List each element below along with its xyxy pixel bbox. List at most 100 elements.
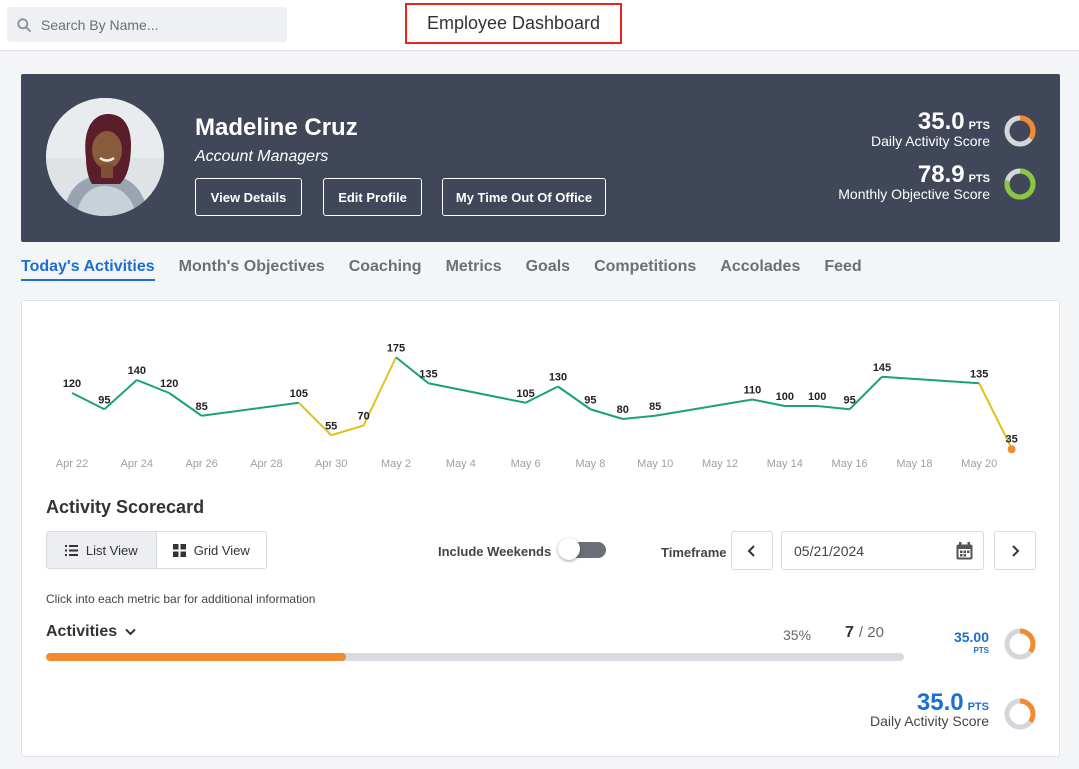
chart-x-tick-label: May 16 [832,458,868,470]
grid-view-button[interactable]: Grid View [157,532,267,568]
chart-x-tick-label: May 12 [702,458,738,470]
chart-line-segment [557,385,591,411]
scorecard-title: Activity Scorecard [46,497,205,517]
chart-x-tick-label: Apr 22 [56,458,88,470]
chart-x-tick-label: Apr 28 [250,458,282,470]
chart-current-point[interactable] [1007,445,1016,454]
chart-line-segment [978,382,1013,449]
monthly-score-value: 78.9 [917,161,965,188]
activities-points: 35.00 PTS [954,629,989,655]
daily-score-label: Daily Activity Score [870,133,990,149]
include-weekends-toggle[interactable] [558,538,606,560]
search-box[interactable] [7,7,287,42]
previous-date-button[interactable] [731,531,773,570]
chart-data-label: 145 [873,362,891,374]
next-date-button[interactable] [994,531,1036,570]
date-picker[interactable] [781,531,984,570]
list-view-button[interactable]: List View [47,532,157,568]
chart-data-label: 70 [357,411,369,423]
chart-data-label: 95 [843,394,855,406]
monthly-score-ring [1004,168,1036,200]
chart-line-segment [298,402,332,436]
chart-x-tick-label: Apr 24 [121,458,153,470]
chart-x-tick-label: May 4 [446,458,476,470]
chart-data-label: 140 [128,365,146,377]
chart-data-label: 105 [290,388,308,400]
include-weekends-label: Include Weekends [438,544,552,559]
chart-line-segment [752,398,785,407]
ring-progress [1004,628,1036,660]
ring-progress [1004,115,1036,147]
profile-header: Madeline Cruz Account Managers View Deta… [21,74,1060,242]
chart-x-tick-label: May 10 [637,458,673,470]
summary-ring [1004,698,1036,730]
chevron-down-icon[interactable] [125,628,136,636]
activities-done: 7 [845,624,854,641]
tab-competitions[interactable]: Competitions [594,258,697,275]
chart-line-segment [655,398,753,417]
chart-data-label: 80 [617,404,629,416]
daily-score-value: 35.0 [917,108,965,135]
list-icon [64,544,78,556]
daily-activity-summary: 35.0 PTS Daily Activity Score [870,689,989,729]
chart-line-segment [330,424,364,437]
chart-line-segment [622,414,656,420]
tab-feed[interactable]: Feed [824,258,862,275]
daily-score-ring [1004,115,1036,147]
activities-header[interactable]: Activities [46,623,136,641]
list-view-label: List View [85,542,138,558]
chart-line-segment [525,385,559,404]
chart-x-tick-label: Apr 30 [315,458,347,470]
chart-data-label: 175 [387,342,405,354]
chart-data-label: 120 [63,378,81,390]
activities-label: Activities [46,623,118,640]
chart-data-label: 110 [744,385,762,397]
tab-month-s-objectives[interactable]: Month's Objectives [178,258,325,275]
activities-card: 120 95 140 120 85 105 55 70 175 135 105 130 95 80 85 11… [21,300,1060,757]
date-input[interactable] [792,541,946,560]
chart-x-tick-label: Apr 26 [185,458,217,470]
activities-progress-fill [46,653,347,661]
activities-total: / 20 [858,624,884,641]
monthly-score-label: Monthly Objective Score [838,186,990,202]
calendar-icon[interactable] [956,541,973,560]
chart-data-label: 85 [649,401,661,413]
chart-x-tick-label: May 20 [961,458,997,470]
activities-points-unit: PTS [973,646,989,655]
activities-percent: 35% [783,627,812,643]
time-out-of-office-button[interactable]: My Time Out Of Office [442,178,606,216]
daily-activity-score: 35.0 PTS Daily Activity Score [871,108,990,149]
chart-data-label: 100 [776,391,794,403]
chart-line-segment [590,408,624,420]
avatar [46,98,164,216]
tab-metrics[interactable]: Metrics [445,258,502,275]
view-details-button[interactable]: View Details [195,178,302,216]
toggle-knob [558,538,580,560]
monthly-score-unit: PTS [968,173,990,185]
chart-data-label: 135 [419,368,437,380]
search-icon [17,17,31,32]
view-toggle: List View Grid View [46,531,267,569]
tab-goals[interactable]: Goals [525,258,571,275]
employee-role: Account Managers [195,148,329,165]
chart-data-label: 95 [584,394,596,406]
chart-x-tick-label: May 6 [511,458,541,470]
employee-name: Madeline Cruz [195,114,358,141]
edit-profile-button[interactable]: Edit Profile [323,178,422,216]
tab-today-s-activities[interactable]: Today's Activities [21,258,155,281]
activities-progress-bar[interactable] [46,653,904,661]
tab-coaching[interactable]: Coaching [348,258,422,275]
metric-hint: Click into each metric bar for additiona… [46,592,316,606]
activities-ring [1004,628,1036,660]
monthly-objective-score: 78.9 PTS Monthly Objective Score [838,161,990,202]
top-bar: Employee Dashboard [0,0,1079,51]
chart-line-segment [881,375,980,385]
chart-data-label: 55 [325,420,337,432]
chevron-right-icon [1012,544,1020,557]
chart-data-label: 35 [1005,433,1017,445]
chart-data-label: 135 [970,368,988,380]
daily-score-unit: PTS [968,120,990,132]
tab-accolades[interactable]: Accolades [720,258,801,275]
search-input[interactable] [39,15,273,34]
summary-score-value: 35.0 [916,689,964,716]
